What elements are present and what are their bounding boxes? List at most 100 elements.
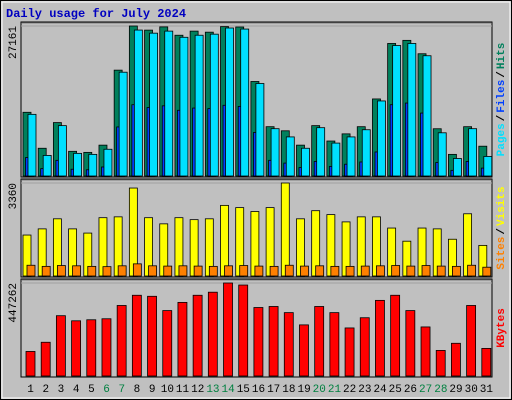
bar — [41, 265, 51, 277]
bar — [269, 265, 279, 277]
x-tick-label: 6 — [103, 384, 110, 396]
x-tick-label: 5 — [88, 384, 95, 396]
bar — [162, 310, 173, 377]
bar — [56, 265, 66, 277]
bar — [131, 294, 142, 377]
legend-entry: Files — [496, 80, 508, 113]
bar — [208, 265, 218, 277]
y-tick-label: 447262 — [8, 283, 20, 323]
legend-entry: Pages — [496, 123, 508, 156]
bar — [316, 127, 326, 177]
bar — [193, 265, 203, 277]
bar — [117, 265, 127, 277]
bar — [255, 83, 265, 177]
bar — [224, 265, 233, 277]
bar — [284, 264, 294, 277]
x-tick-label: 9 — [149, 384, 156, 396]
bar — [344, 327, 355, 377]
bar — [481, 347, 492, 377]
bar — [132, 263, 142, 277]
bar — [71, 320, 81, 377]
x-tick-label: 22 — [343, 384, 356, 396]
bar — [239, 265, 249, 277]
bar — [103, 148, 113, 177]
bar — [301, 147, 310, 177]
bar — [437, 132, 447, 177]
bar — [329, 312, 340, 377]
bar — [406, 265, 416, 277]
x-tick-label: 12 — [191, 384, 204, 396]
bar — [253, 307, 264, 377]
legend-separator: / — [496, 228, 508, 235]
bar — [87, 265, 97, 277]
bar — [118, 71, 128, 177]
x-tick-label: 28 — [434, 384, 447, 396]
bar — [40, 341, 51, 377]
x-tick-label: 30 — [465, 384, 478, 396]
x-tick-label: 7 — [118, 384, 125, 396]
bar — [376, 265, 385, 277]
bar — [209, 33, 219, 177]
bar — [72, 265, 81, 277]
bar — [192, 294, 203, 377]
bar — [178, 265, 188, 277]
x-tick-label: 13 — [206, 384, 219, 396]
x-tick-label: 11 — [176, 384, 190, 396]
x-tick-label: 20 — [313, 384, 326, 396]
bar — [254, 265, 264, 277]
bar — [177, 301, 188, 377]
bar — [280, 182, 290, 277]
bar — [436, 265, 446, 277]
legend-separator: / — [496, 71, 508, 78]
x-tick-label: 24 — [373, 384, 387, 396]
bar — [360, 265, 370, 277]
bar — [422, 55, 432, 177]
legend-entry: Visits — [496, 186, 508, 226]
bar — [86, 319, 97, 377]
bar — [25, 351, 36, 377]
bar — [299, 324, 309, 377]
legend-entry: Hits — [496, 43, 508, 69]
bar — [42, 155, 52, 177]
x-tick-label: 18 — [282, 384, 295, 396]
bar — [375, 299, 385, 377]
x-tick-label: 19 — [297, 384, 310, 396]
bar — [407, 43, 417, 177]
bar — [466, 305, 477, 377]
bar — [225, 27, 234, 177]
x-tick-label: 10 — [161, 384, 174, 396]
x-tick-label: 4 — [73, 384, 80, 396]
bar — [148, 265, 157, 277]
x-tick-label: 14 — [222, 384, 236, 396]
bar — [359, 317, 370, 377]
bar — [345, 265, 355, 277]
x-tick-label: 8 — [134, 384, 141, 396]
bar — [421, 265, 431, 277]
bar — [223, 282, 233, 377]
y-tick-label: 27161 — [8, 26, 20, 59]
bar — [390, 294, 401, 377]
bar — [207, 291, 218, 377]
bar — [392, 45, 402, 177]
bar — [27, 113, 37, 177]
bar — [179, 36, 189, 177]
bar — [220, 204, 229, 277]
bar — [420, 326, 431, 377]
x-tick-label: 17 — [267, 384, 280, 396]
x-tick-label: 29 — [449, 384, 462, 396]
chart-title: Daily usage for July 2024 — [6, 7, 186, 21]
bar — [283, 312, 294, 377]
legend-entry: KBytes — [496, 308, 508, 348]
bar — [315, 265, 325, 277]
bar — [285, 136, 295, 177]
bar — [467, 264, 477, 277]
bar — [26, 264, 36, 277]
bar — [102, 266, 112, 277]
bar — [300, 265, 309, 277]
bar — [240, 28, 250, 177]
x-tick-label: 26 — [404, 384, 417, 396]
x-tick-label: 15 — [237, 384, 250, 396]
x-tick-label: 3 — [58, 384, 65, 396]
bar — [453, 158, 462, 177]
